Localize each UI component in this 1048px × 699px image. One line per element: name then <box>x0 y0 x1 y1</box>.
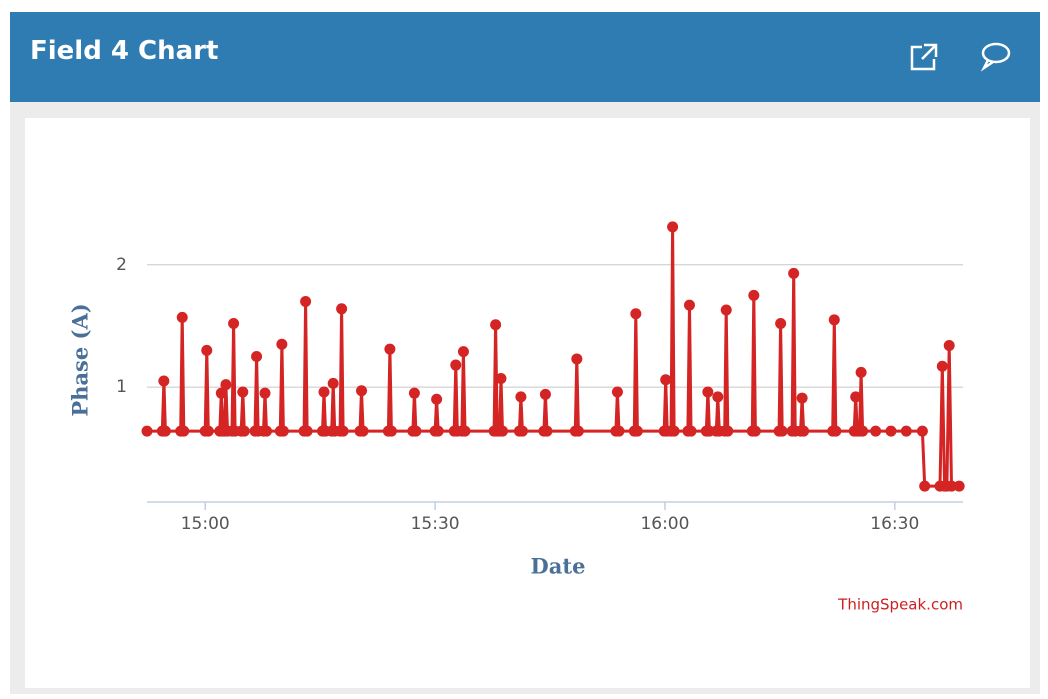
data-point <box>261 425 273 437</box>
data-point <box>457 346 469 358</box>
header-icons <box>910 42 1011 72</box>
data-point <box>660 374 672 386</box>
data-point <box>159 425 171 437</box>
data-point <box>158 375 170 387</box>
data-point <box>798 425 810 437</box>
data-point <box>571 353 583 365</box>
comment-icon[interactable] <box>980 42 1011 72</box>
data-point <box>276 338 288 350</box>
data-point <box>776 425 788 437</box>
panel-header: Field 4 Chart <box>10 12 1040 102</box>
data-point <box>685 425 697 437</box>
data-point <box>201 344 213 356</box>
data-point <box>516 425 528 437</box>
x-tick-label: 15:30 <box>411 514 460 534</box>
data-point <box>408 387 420 399</box>
credit: ThingSpeak.com <box>837 596 963 614</box>
data-point <box>432 425 444 437</box>
data-point <box>410 425 422 437</box>
data-point <box>611 386 623 398</box>
data-point <box>857 425 869 437</box>
data-point <box>238 425 250 437</box>
x-tick-label: 16:30 <box>870 514 919 534</box>
data-point <box>749 425 761 437</box>
data-point <box>251 350 263 362</box>
data-point <box>943 339 955 351</box>
data-point <box>830 425 842 437</box>
data-point <box>702 386 714 398</box>
data-point <box>459 425 471 437</box>
data-point <box>176 311 188 323</box>
data-point <box>936 360 948 372</box>
data-point <box>220 379 232 391</box>
data-point <box>277 425 289 437</box>
data-point <box>788 267 800 279</box>
x-axis-label: Date <box>531 554 586 579</box>
open-window-icon[interactable] <box>910 43 938 71</box>
data-point <box>613 425 625 437</box>
y-tick-label: 2 <box>116 255 127 275</box>
data-point <box>668 425 680 437</box>
panel-title: Field 4 Chart <box>30 36 219 66</box>
x-tick-label: 16:00 <box>640 514 689 534</box>
data-point <box>497 425 509 437</box>
data-point <box>722 425 734 437</box>
data-point <box>775 317 787 329</box>
data-point <box>720 304 732 316</box>
data-point <box>141 425 153 437</box>
data-point <box>946 480 958 492</box>
data-point <box>850 391 862 403</box>
data-point <box>385 425 397 437</box>
data-point <box>539 388 551 400</box>
data-point <box>431 393 443 405</box>
data-point <box>748 289 760 301</box>
data-point <box>490 319 502 331</box>
chart-panel: Field 4 Chart <box>10 12 1040 694</box>
data-point <box>630 308 642 320</box>
data-point <box>667 221 679 233</box>
data-point <box>900 425 912 437</box>
y-axis-label: Phase (A) <box>68 303 93 416</box>
data-point <box>572 425 584 437</box>
data-point <box>953 480 965 492</box>
data-point <box>259 387 271 399</box>
data-point <box>228 317 240 329</box>
data-point <box>450 359 462 371</box>
data-point <box>337 425 349 437</box>
data-point <box>885 425 897 437</box>
data-line <box>147 225 960 488</box>
data-point <box>870 425 882 437</box>
data-point <box>919 480 931 492</box>
data-point <box>712 391 724 403</box>
data-point <box>301 425 313 437</box>
data-point <box>318 386 330 398</box>
data-point <box>828 314 840 326</box>
data-point <box>683 299 695 311</box>
data-point <box>300 295 312 307</box>
data-point <box>336 303 348 315</box>
data-point <box>202 425 214 437</box>
x-tick-label: 15:00 <box>181 514 230 534</box>
data-point <box>356 385 368 397</box>
data-point <box>515 391 527 403</box>
data-point <box>855 366 867 378</box>
data-point <box>215 387 227 399</box>
data-point <box>357 425 369 437</box>
data-point <box>541 425 553 437</box>
data-point <box>237 386 249 398</box>
data-point <box>916 425 928 437</box>
data-point <box>327 377 339 389</box>
data-point <box>178 425 190 437</box>
data-point <box>631 425 643 437</box>
data-point <box>384 343 396 355</box>
data-point <box>495 373 507 385</box>
data-point <box>796 392 808 404</box>
y-tick-label: 1 <box>116 377 127 397</box>
